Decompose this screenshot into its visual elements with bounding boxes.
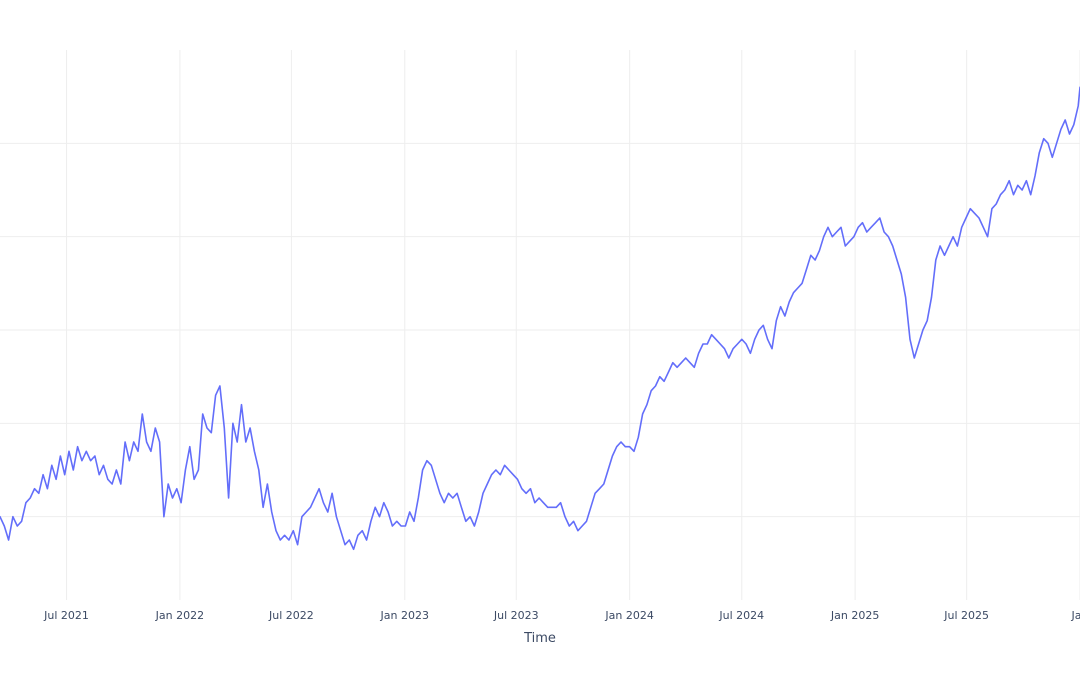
x-tick-label: Jan 2023 [380,609,429,622]
x-tick-label: Jan 2025 [830,609,879,622]
x-tick-label: Jul 2022 [268,609,314,622]
x-tick-label: Jan 2022 [155,609,204,622]
series-layer [0,86,1080,551]
x-tick-label: Jan 2024 [604,609,653,622]
gridlines [0,50,1080,600]
x-tick-label: Jul 2021 [43,609,89,622]
x-tick-label: Jul 2024 [718,609,764,622]
series-line [0,86,1080,551]
x-axis-title: Time [523,631,556,646]
x-tick-label: Jul 2025 [943,609,989,622]
x-tick-label: Jul 2023 [493,609,539,622]
x-tick-label: Jan [1071,609,1080,622]
x-axis-ticks: Jul 2021 Jan 2022 Jul 2022 Jan 2023 Jul 2023… [43,609,1080,622]
